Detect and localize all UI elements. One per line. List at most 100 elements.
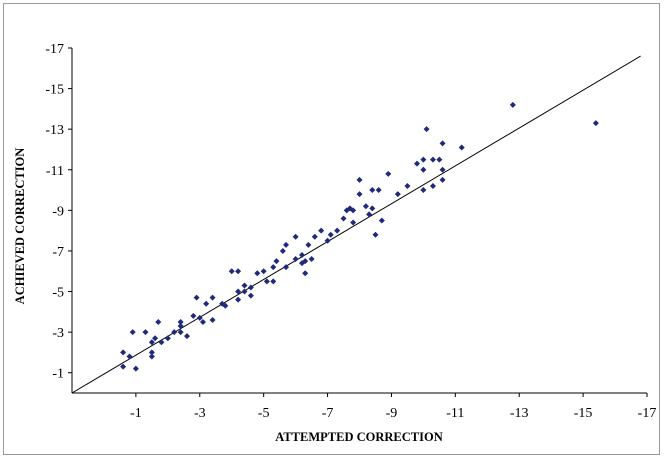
data-point bbox=[420, 156, 427, 163]
data-point bbox=[283, 264, 290, 271]
data-point bbox=[155, 318, 162, 325]
data-point bbox=[177, 318, 184, 325]
data-point bbox=[273, 258, 280, 265]
data-point bbox=[369, 187, 376, 194]
data-point bbox=[318, 227, 325, 234]
y-tick-label: -5 bbox=[52, 286, 64, 301]
x-tick-label: -1 bbox=[130, 406, 142, 421]
data-point bbox=[129, 329, 136, 336]
data-point bbox=[302, 270, 309, 277]
data-point bbox=[184, 333, 190, 340]
reference-line-group bbox=[71, 55, 641, 394]
data-point bbox=[235, 296, 242, 303]
y-tick-label: -1 bbox=[52, 367, 64, 382]
data-point bbox=[263, 278, 270, 285]
data-point bbox=[592, 120, 599, 127]
y-tick-label: -11 bbox=[46, 164, 64, 179]
data-point bbox=[235, 288, 242, 295]
x-tick-label: -17 bbox=[638, 406, 657, 421]
data-point bbox=[369, 205, 376, 212]
y-tick-label: -15 bbox=[45, 83, 64, 98]
y-tick-label: -7 bbox=[52, 245, 64, 260]
x-tick-label: -5 bbox=[258, 406, 270, 421]
data-point bbox=[292, 256, 299, 263]
chart-frame: -1 -3 -5 -7 -9 -11 -13 -15 -17 -1 -3 -5 -7 -9 -11 -13-… bbox=[3, 3, 660, 455]
data-point bbox=[302, 258, 309, 265]
data-point bbox=[279, 247, 286, 254]
data-point bbox=[152, 335, 159, 342]
data-point bbox=[308, 256, 315, 263]
data-point bbox=[420, 166, 427, 173]
data-point bbox=[270, 264, 277, 271]
data-point bbox=[378, 217, 385, 224]
x-axis-ticks: -1 -3 -5 -7 -9 -11 -13 -15 -17 bbox=[130, 393, 656, 421]
data-point bbox=[350, 207, 357, 214]
data-point bbox=[394, 191, 401, 198]
data-point bbox=[260, 268, 267, 275]
x-tick-label: -7 bbox=[322, 406, 334, 421]
data-point bbox=[429, 156, 436, 163]
reference-line bbox=[71, 55, 641, 394]
y-tick-label: -13 bbox=[45, 123, 64, 138]
data-point bbox=[177, 323, 184, 330]
data-point bbox=[254, 270, 261, 277]
data-point bbox=[171, 329, 178, 336]
y-tick-label: -3 bbox=[52, 326, 64, 341]
data-point bbox=[196, 314, 203, 321]
x-tick-label: -13 bbox=[510, 406, 529, 421]
data-point bbox=[148, 349, 155, 356]
data-point bbox=[120, 349, 127, 356]
data-point bbox=[439, 166, 446, 173]
data-point bbox=[164, 335, 171, 342]
data-point bbox=[199, 318, 206, 325]
y-axis-ticks: -1 -3 -5 -7 -9 -11 -13 -15 -17 bbox=[45, 42, 72, 382]
data-point bbox=[509, 101, 516, 108]
data-point bbox=[209, 316, 216, 323]
scatter-chart: -1-3-5-7-9-11-13-15-17 -1 -3 -5 -7 -9 -11 -13-… bbox=[13, 42, 656, 444]
data-point bbox=[372, 231, 379, 238]
data-point bbox=[209, 294, 216, 301]
x-tick-label: -3 bbox=[194, 406, 206, 421]
data-point bbox=[126, 353, 133, 360]
data-point bbox=[299, 252, 305, 258]
data-point bbox=[436, 156, 443, 163]
data-point bbox=[340, 215, 347, 222]
data-point bbox=[222, 302, 229, 309]
data-point bbox=[177, 329, 184, 336]
data-point bbox=[142, 329, 149, 336]
data-point bbox=[292, 233, 299, 240]
data-point bbox=[334, 227, 341, 234]
data-point bbox=[148, 339, 155, 346]
data-point bbox=[158, 339, 165, 346]
data-point bbox=[235, 268, 242, 275]
data-point bbox=[324, 237, 331, 244]
data-points bbox=[120, 101, 599, 372]
data-point bbox=[423, 126, 430, 133]
y-axis-title: ACHIEVED CORRECTION bbox=[13, 148, 27, 305]
data-point bbox=[420, 187, 427, 194]
data-point bbox=[414, 160, 420, 167]
data-point bbox=[203, 300, 210, 307]
data-point bbox=[241, 282, 248, 289]
x-tick-label: -9 bbox=[386, 406, 398, 421]
data-point bbox=[327, 231, 334, 238]
x-tick-label: -15 bbox=[574, 406, 593, 421]
data-point bbox=[190, 312, 197, 319]
y-tick-label: -17 bbox=[45, 42, 64, 57]
x-axis-title: ATTEMPTED CORRECTION bbox=[275, 430, 443, 444]
data-point bbox=[356, 176, 363, 183]
data-point bbox=[247, 292, 254, 299]
data-point bbox=[356, 191, 363, 198]
data-point bbox=[270, 278, 277, 285]
data-point bbox=[439, 176, 446, 183]
data-point bbox=[305, 241, 312, 248]
data-point bbox=[311, 233, 318, 240]
data-point bbox=[362, 203, 369, 210]
data-point bbox=[375, 187, 382, 194]
data-point bbox=[429, 183, 436, 189]
data-point bbox=[228, 268, 235, 275]
data-point bbox=[458, 144, 465, 151]
data-point bbox=[120, 363, 127, 370]
data-point bbox=[193, 294, 200, 301]
data-point bbox=[283, 241, 290, 248]
